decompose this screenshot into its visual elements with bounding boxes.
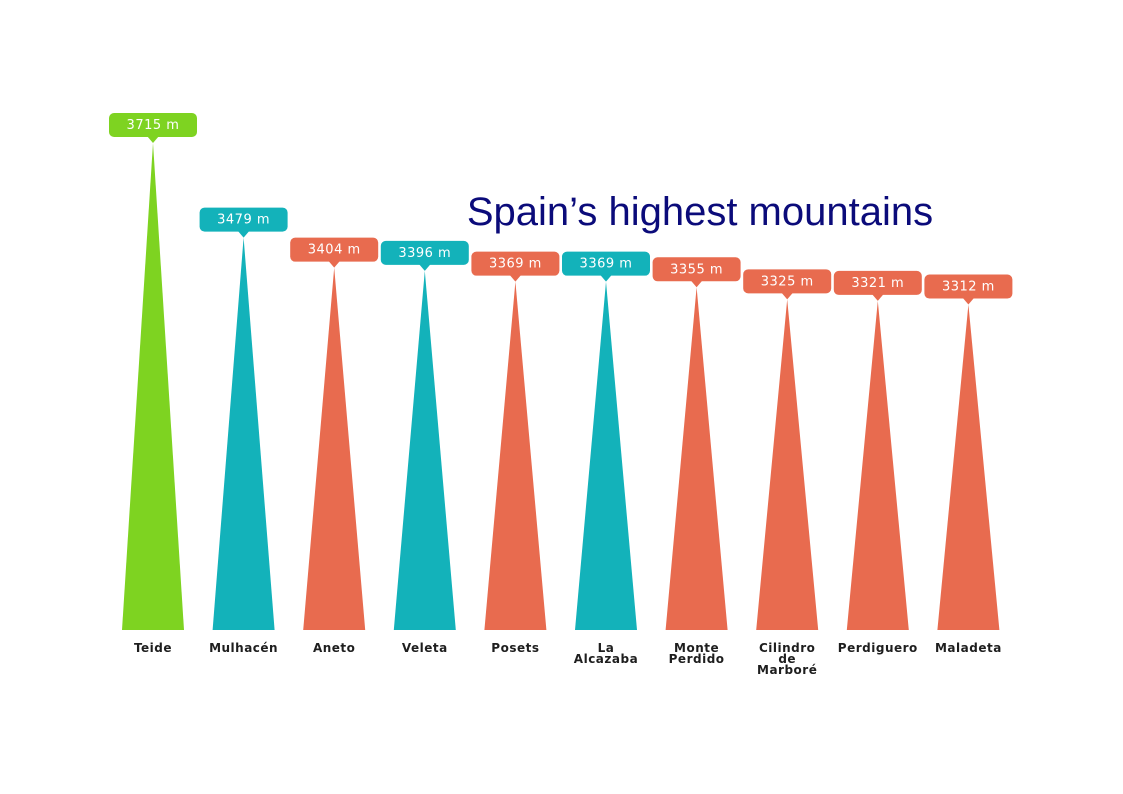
- category-label: La Alcazaba: [551, 641, 661, 666]
- category-label-line: Perdiguero: [837, 641, 918, 655]
- mountain-bar: [212, 237, 275, 630]
- mountain-bar: [122, 143, 184, 630]
- value-label: 3321 m: [851, 276, 904, 291]
- category-label: Maladeta: [913, 641, 1023, 655]
- value-callout-pointer: [690, 280, 703, 288]
- value-callout-box: [652, 257, 741, 282]
- value-label: 3479 m: [217, 213, 270, 228]
- mountain-bar: [756, 299, 819, 630]
- mountain-bar: [484, 281, 547, 630]
- category-label-line: Mulhacén: [209, 641, 279, 655]
- value-callout-pointer: [418, 263, 431, 271]
- value-label: 3369 m: [489, 257, 542, 272]
- value-label: 3325 m: [761, 274, 814, 289]
- category-label-line: Veleta: [401, 641, 448, 655]
- value-callout-pointer: [237, 230, 250, 238]
- category-label: Teide: [98, 641, 208, 655]
- value-callout: 3715 m: [109, 113, 197, 143]
- category-label-line: Posets: [491, 641, 540, 655]
- value-callout: 3321 m: [833, 270, 922, 301]
- value-callout-box: [471, 251, 560, 276]
- value-callout-box: [743, 269, 832, 294]
- category-label-line: Marboré: [757, 663, 818, 677]
- category-label-line: Maladeta: [934, 641, 1002, 655]
- mountain-bar: [575, 281, 637, 630]
- value-callout: 3479 m: [199, 207, 288, 238]
- value-label: 3404 m: [308, 243, 361, 258]
- category-label: Aneto: [279, 641, 389, 655]
- category-labels: Teide Mulhacén Aneto Veleta Posets La Alcazaba…: [0, 640, 1123, 700]
- value-label: 3312 m: [942, 280, 995, 295]
- value-callout-box: [924, 274, 1013, 299]
- category-label: Veleta: [370, 641, 480, 655]
- value-label: 3715 m: [127, 118, 180, 133]
- chart-title: Spain’s highest mountains: [466, 190, 934, 234]
- value-callout-box: [380, 240, 469, 265]
- mountain-bar: [303, 267, 366, 630]
- value-callout-pointer: [871, 293, 884, 301]
- value-callout-pointer: [328, 260, 341, 268]
- value-label: 3369 m: [580, 257, 633, 272]
- category-label-line: Cilindro: [758, 641, 816, 655]
- mountain-bar: [393, 270, 456, 630]
- category-label: Cilindro de Marboré: [732, 641, 842, 677]
- value-callout-box: [290, 237, 379, 262]
- value-callout: 3355 m: [652, 257, 741, 288]
- value-callout: 3369 m: [471, 251, 560, 282]
- value-callout-pointer: [600, 274, 612, 282]
- value-callout-box: [109, 113, 197, 137]
- category-label-line: Monte: [674, 641, 720, 655]
- value-callout-pointer: [962, 297, 975, 305]
- category-label-line: La: [597, 641, 615, 655]
- value-callout-box: [833, 270, 922, 295]
- category-label-line: Teide: [133, 641, 173, 655]
- category-label: Posets: [460, 641, 570, 655]
- mountain-bar: [937, 304, 1000, 630]
- value-callout: 3404 m: [290, 237, 379, 268]
- value-label: 3355 m: [670, 262, 723, 277]
- value-callout: 3369 m: [562, 251, 650, 282]
- mountain-bar: [665, 287, 728, 630]
- category-label: Perdiguero: [823, 641, 933, 655]
- value-label: 3396 m: [398, 246, 451, 261]
- category-label-line: de: [778, 652, 797, 666]
- value-callout-box: [562, 251, 650, 276]
- value-callout: 3325 m: [743, 269, 832, 300]
- category-label: Monte Perdido: [642, 641, 752, 666]
- category-label-line: Aneto: [312, 641, 356, 655]
- mountain-bar: [846, 300, 909, 630]
- value-callout-pointer: [781, 292, 794, 300]
- value-callout: 3312 m: [924, 274, 1013, 305]
- value-callout-box: [199, 207, 288, 232]
- category-label: Mulhacén: [189, 641, 299, 655]
- category-label-line: Perdido: [668, 652, 725, 666]
- value-callout: 3396 m: [380, 240, 469, 271]
- value-callout-pointer: [509, 274, 522, 282]
- value-callout-pointer: [147, 136, 159, 143]
- category-label-line: Alcazaba: [573, 652, 639, 666]
